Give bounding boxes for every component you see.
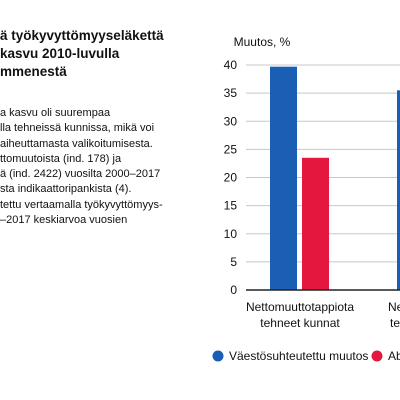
bar	[397, 90, 400, 290]
y-tick-label: 40	[224, 58, 238, 72]
y-tick-label: 5	[230, 255, 237, 269]
y-tick-label: 25	[224, 142, 238, 156]
y-tick-label: 0	[230, 283, 237, 297]
category-label: Nettote	[388, 300, 400, 330]
legend-marker	[212, 350, 224, 362]
bars	[270, 66, 400, 290]
y-axis-label: Muutos, %	[234, 35, 291, 49]
y-tick-label: 35	[224, 86, 238, 100]
legend-label: Väestösuhteutettu muutos	[229, 349, 368, 363]
legend-marker	[371, 350, 383, 362]
category-label: Nettomuuttotappiota tehneet kunnat	[246, 300, 354, 330]
legend-label: Ab	[388, 349, 400, 363]
y-tick-label: 30	[224, 114, 238, 128]
article-description: a kasvu oli suurempaa lla tehneissä kunn…	[0, 107, 163, 227]
bar	[270, 66, 297, 290]
y-tick-label: 10	[224, 227, 238, 241]
y-tick-label: 20	[224, 171, 238, 185]
y-tick-labels: 0 5 10 15 20 25 30 35 40	[224, 58, 238, 297]
legend: Väestösuhteutettu muutos Ab	[212, 349, 400, 363]
article-heading: ä työkyvyttömyyseläkettä kasvu 2010-luvu…	[0, 28, 164, 79]
y-tick-label: 15	[224, 199, 238, 213]
bar	[302, 157, 329, 290]
